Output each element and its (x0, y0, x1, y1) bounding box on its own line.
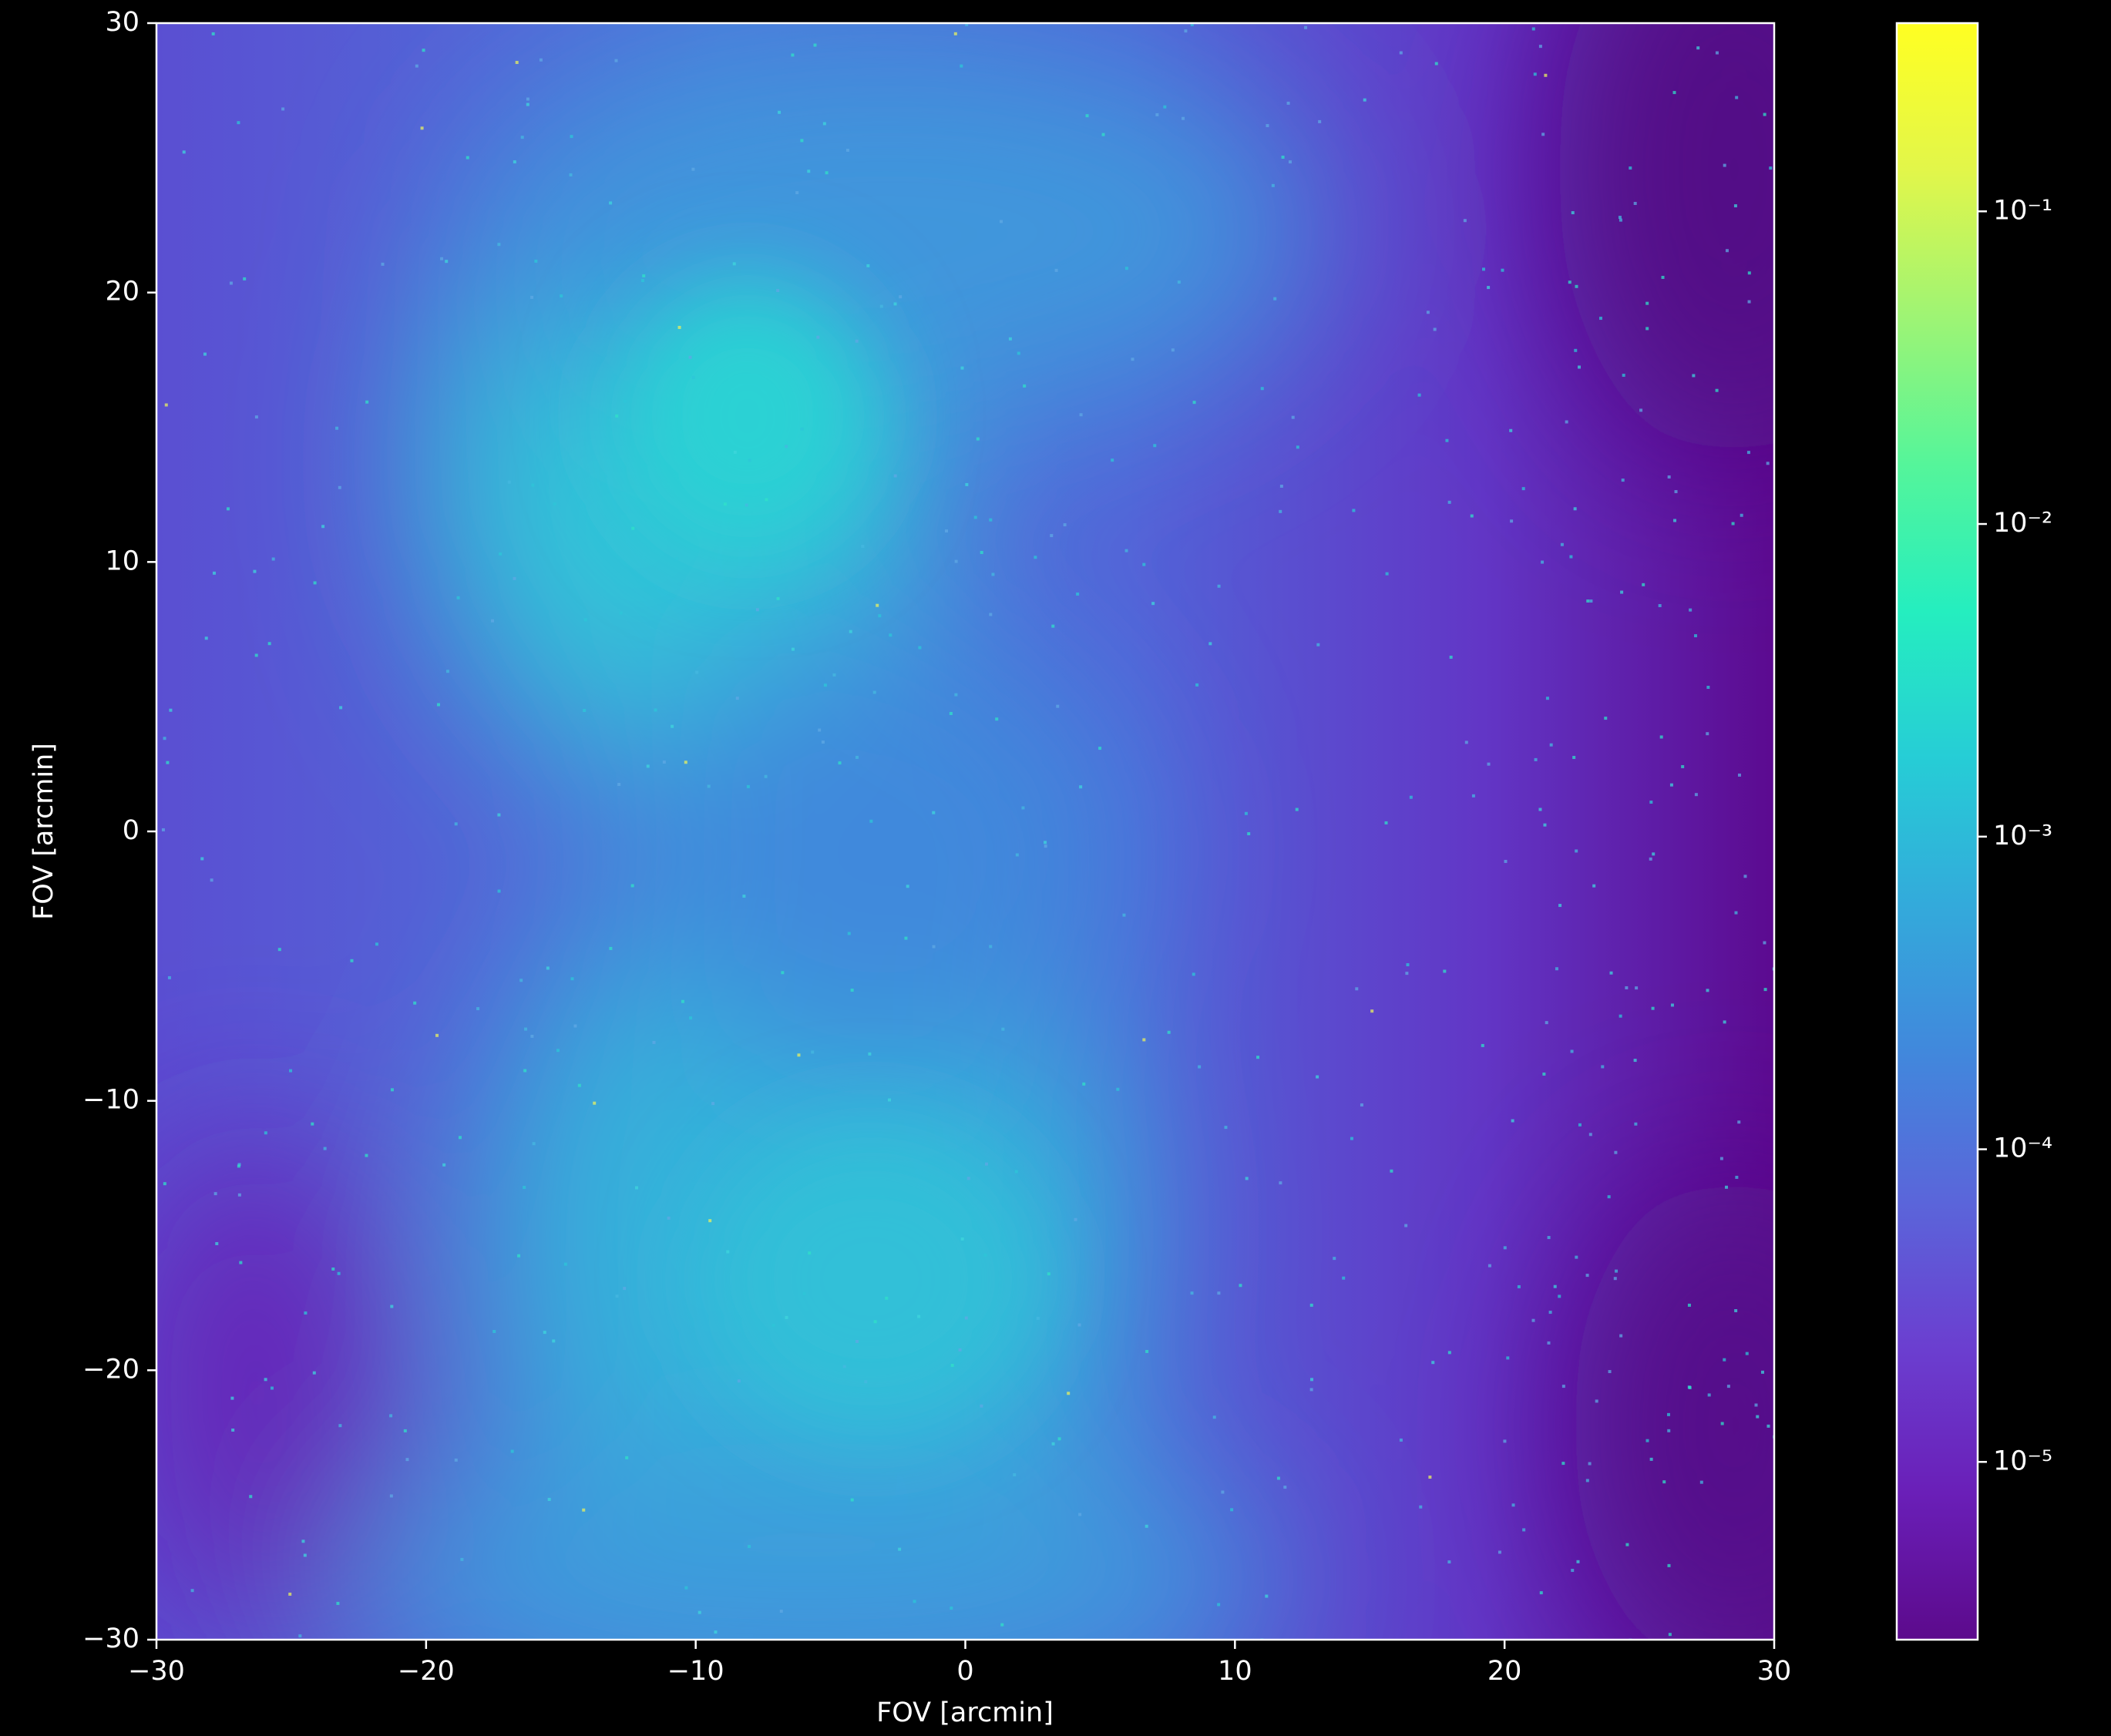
colorbar-tick-label: 10⁻⁵ (1993, 1446, 2052, 1476)
colorbar-tick-label: 10⁻¹ (1993, 195, 2052, 226)
y-tick-label: 0 (123, 815, 140, 846)
y-tick-label: 30 (105, 7, 140, 38)
y-tick-label: −10 (82, 1085, 140, 1116)
colorbar-tick-label: 10⁻² (1993, 508, 2052, 539)
x-tick-label: −30 (128, 1656, 185, 1687)
chart: FOV [arcmin] FOV [arcmin] −30 −20 −10 0 10 20… (0, 0, 2111, 1736)
x-tick-label: −20 (398, 1656, 455, 1687)
page: {"chart_data": { "type": "image", "xlabe… (0, 0, 2111, 1736)
colorbar (1897, 23, 1978, 1640)
x-tick-label: 20 (1487, 1656, 1522, 1687)
x-tick-label: 0 (956, 1656, 973, 1687)
x-tick-label: 10 (1218, 1656, 1252, 1687)
y-tick-label: 20 (105, 277, 140, 307)
colorbar-tick-label: 10⁻⁴ (1993, 1133, 2052, 1164)
y-tick-label: −30 (82, 1624, 140, 1654)
y-tick-label: −20 (82, 1354, 140, 1385)
colorbar-tick-label: 10⁻³ (1993, 821, 2052, 851)
x-tick-label: 30 (1757, 1656, 1792, 1687)
x-axis-label: FOV [arcmin] (876, 1697, 1054, 1728)
image-field (123, 0, 1911, 1718)
y-axis-label: FOV [arcmin] (29, 743, 59, 920)
x-tick-label: −10 (667, 1656, 724, 1687)
y-tick-label: 10 (105, 546, 140, 576)
